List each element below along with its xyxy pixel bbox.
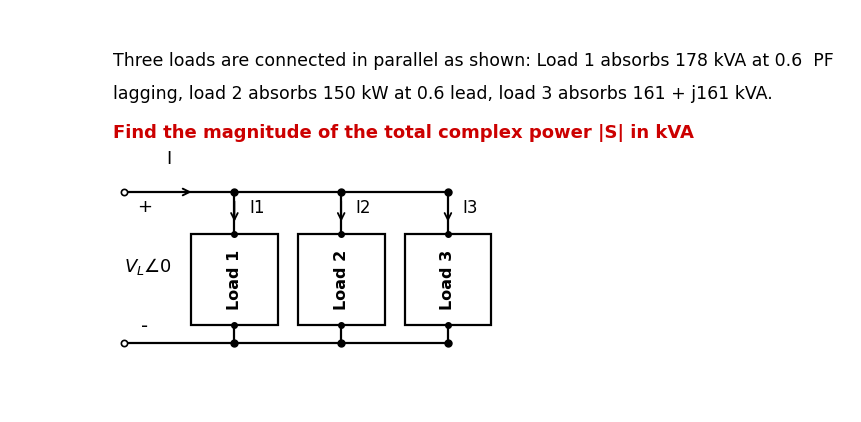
Text: Load 1: Load 1 [227,249,242,310]
Text: I2: I2 [356,199,371,217]
Text: $V_L\angle0$: $V_L\angle0$ [124,256,172,277]
Bar [405,234,492,325]
Text: +: + [137,197,152,216]
Bar [191,234,278,325]
Text: I3: I3 [462,199,478,217]
Text: I: I [167,150,172,168]
Text: -: - [140,317,148,336]
Text: lagging, load 2 absorbs 150 kW at 0.6 lead, load 3 absorbs 161 + j161 kVA.: lagging, load 2 absorbs 150 kW at 0.6 le… [113,85,772,103]
Text: Find the magnitude of the total complex power |S| in kVA: Find the magnitude of the total complex … [113,124,694,142]
Text: Three loads are connected in parallel as shown: Load 1 absorbs 178 kVA at 0.6  P: Three loads are connected in parallel as… [113,52,833,70]
Bar [298,234,385,325]
Text: Load 2: Load 2 [334,249,349,310]
Text: I1: I1 [249,199,264,217]
Text: Load 3: Load 3 [441,249,455,310]
